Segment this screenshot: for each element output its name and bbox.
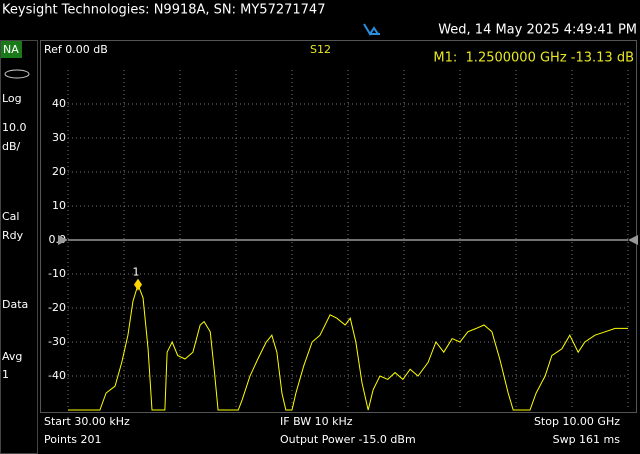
y-tick-label: 30 [52, 131, 66, 144]
reference-arrow [58, 235, 68, 245]
reference-arrow [628, 235, 638, 245]
y-tick-label: -20 [48, 301, 66, 314]
sidebar-item: Log [2, 92, 22, 105]
marker [133, 278, 142, 291]
footer-text: Stop 10.00 GHz [534, 415, 620, 428]
status-icon [363, 23, 380, 36]
footer-text: Output Power -15.0 dBm [280, 433, 416, 446]
header-datetime: Wed, 14 May 2025 4:49:41 PM [438, 23, 637, 38]
ref-label: Ref 0.00 dB [44, 43, 108, 56]
sweep-icon [4, 69, 30, 79]
y-tick-label: -30 [48, 335, 66, 348]
mode-label: NA [3, 43, 19, 56]
mode-badge [1, 41, 22, 58]
sidebar-item: 1 [2, 368, 9, 381]
y-tick-label: 10 [52, 199, 66, 212]
footer-text: Points 201 [44, 433, 102, 446]
y-tick-label: 20 [52, 165, 66, 178]
marker-readout: M1: 1.2500000 GHz -13.13 dB [433, 51, 634, 66]
y-tick-label: 40 [52, 97, 66, 110]
y-tick-label: -40 [48, 369, 66, 382]
trace [68, 283, 628, 411]
sidebar-item: dB/ [2, 140, 21, 153]
sidebar-item: Data [2, 298, 28, 311]
sidebar-item: Avg [2, 350, 22, 363]
marker-label: 1 [132, 266, 139, 279]
trace-title: S12 [310, 43, 331, 56]
header-title: Keysight Technologies: N9918A, SN: MY572… [2, 3, 325, 18]
sidebar-item: 10.0 [2, 121, 27, 134]
footer-text: IF BW 10 kHz [280, 415, 353, 428]
y-tick-label: -10 [48, 267, 66, 280]
sidebar-item: Cal [2, 210, 19, 223]
footer-text: Swp 161 ms [553, 433, 621, 446]
footer-text: Start 30.00 kHz [44, 415, 130, 428]
plot-frame [40, 40, 637, 413]
sidebar-item: Rdy [2, 229, 24, 242]
